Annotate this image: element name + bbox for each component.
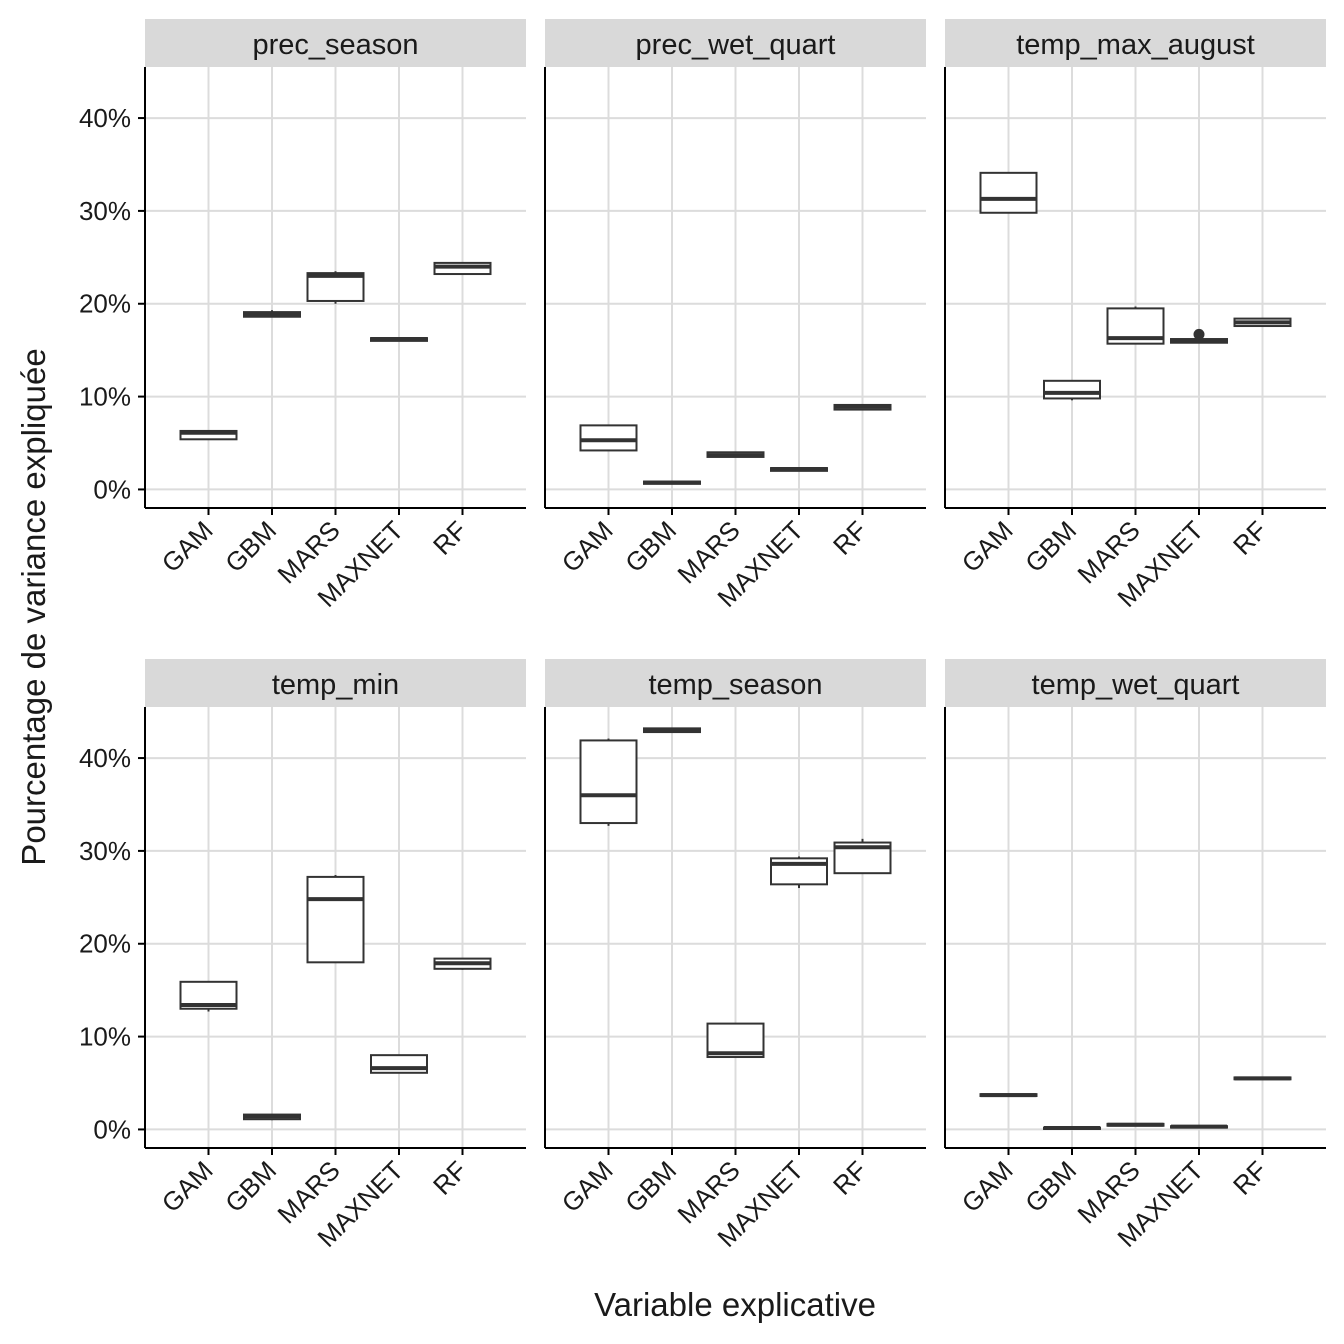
box-gbm (1043, 379, 1101, 401)
box-mars (306, 875, 365, 964)
y-tick-label: 10% (79, 1022, 131, 1052)
y-tick-label: 20% (79, 289, 131, 319)
box-gam (979, 171, 1038, 214)
box-maxnet (370, 337, 428, 342)
box-rf (433, 957, 492, 970)
facet-title: prec_season (252, 29, 418, 61)
facet-title: temp_min (272, 669, 399, 701)
x-tick-label: RF (427, 515, 473, 561)
y-tick-label: 0% (93, 1114, 131, 1144)
facet-title: prec_wet_quart (636, 29, 836, 61)
facet-strip (145, 659, 526, 707)
box-gbm (643, 480, 701, 485)
x-tick-label: RF (1227, 515, 1273, 561)
facet-strip (945, 659, 1326, 707)
facet-title: temp_wet_quart (1032, 669, 1240, 701)
facet-title: temp_max_august (1016, 29, 1255, 61)
box-mars (1106, 1122, 1165, 1127)
x-tick-label: RF (827, 1155, 873, 1201)
box-rf (833, 838, 892, 875)
x-tick-label: RF (427, 1155, 473, 1201)
box-mars (306, 271, 365, 304)
box-gam (979, 1093, 1038, 1098)
box-mars (706, 1022, 765, 1059)
facet-strip (145, 19, 526, 67)
x-axis-title: Variable explicative (594, 1286, 876, 1323)
x-tick-label: GAM (156, 1155, 219, 1218)
x-tick-label: GAM (556, 515, 619, 578)
box-iqr (979, 171, 1038, 214)
box-gbm (1043, 1126, 1101, 1131)
box-rf (833, 403, 892, 411)
box-gam (179, 980, 238, 1012)
y-tick-label: 40% (79, 103, 131, 133)
box-rf (433, 261, 492, 276)
box-rf (1233, 317, 1292, 328)
x-tick-label: GAM (156, 515, 219, 578)
facet-strip (545, 659, 926, 707)
box-iqr (1043, 379, 1101, 400)
box-maxnet (770, 856, 828, 889)
box-mars (1106, 306, 1165, 345)
x-tick-label: GAM (956, 1155, 1019, 1218)
box-maxnet (370, 1054, 428, 1074)
x-tick-label: RF (827, 515, 873, 561)
y-axis-title: Pourcentage de variance expliquée (15, 348, 52, 865)
box-maxnet (1170, 1124, 1228, 1129)
box-maxnet (1170, 328, 1228, 344)
y-tick-label: 20% (79, 929, 131, 959)
box-gbm (243, 310, 301, 318)
y-tick-label: 30% (79, 196, 131, 226)
facet-title: temp_season (648, 669, 822, 701)
outlier-point (1193, 328, 1205, 340)
box-gam (179, 429, 238, 441)
box-mars (706, 451, 765, 458)
facet-strip (545, 19, 926, 67)
x-tick-label: GAM (956, 515, 1019, 578)
y-tick-label: 40% (79, 743, 131, 773)
y-tick-label: 10% (79, 382, 131, 412)
x-tick-label: GAM (556, 1155, 619, 1218)
box-iqr (579, 424, 638, 452)
box-iqr (306, 875, 365, 964)
box-rf (1233, 1076, 1292, 1081)
box-gam (579, 424, 638, 452)
y-tick-label: 30% (79, 836, 131, 866)
y-tick-label: 0% (93, 474, 131, 504)
box-gbm (243, 1113, 301, 1121)
box-gam (579, 738, 638, 826)
box-iqr (579, 739, 638, 825)
box-gbm (643, 727, 701, 734)
box-maxnet (770, 467, 828, 472)
facet-strip (945, 19, 1326, 67)
x-tick-label: RF (1227, 1155, 1273, 1201)
